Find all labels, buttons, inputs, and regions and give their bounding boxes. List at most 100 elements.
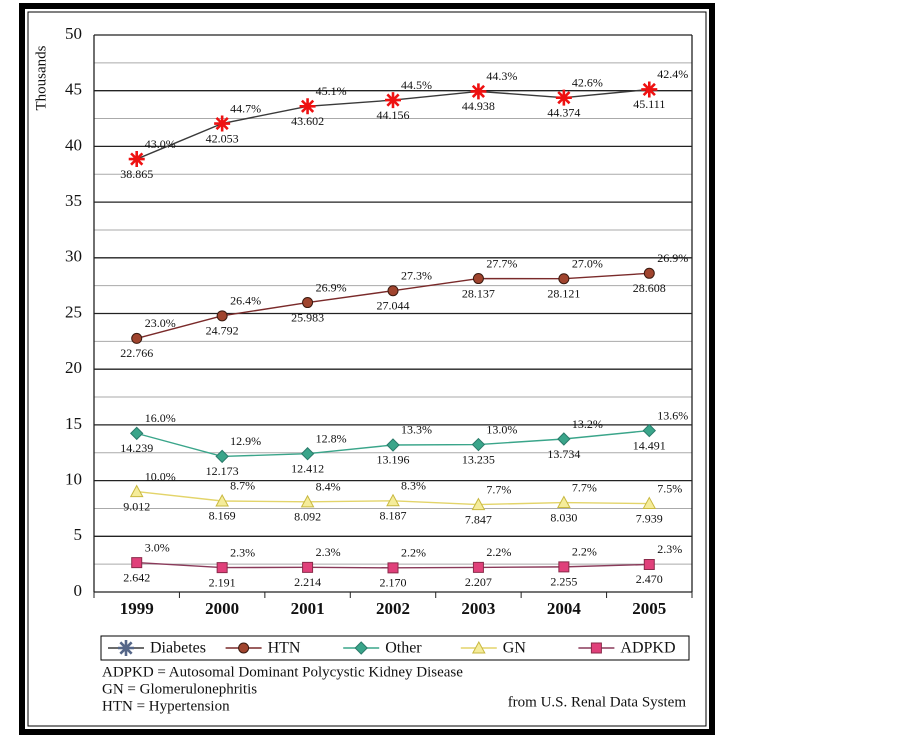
value-label: 7.939 <box>636 511 663 525</box>
value-label: 2.642 <box>123 570 150 584</box>
share-label: 45.1% <box>316 84 347 98</box>
marker <box>642 496 657 510</box>
marker <box>302 297 314 309</box>
value-label: 24.792 <box>206 324 239 338</box>
value-label: 2.470 <box>636 572 663 586</box>
marker <box>131 557 143 569</box>
share-label: 16.0% <box>145 411 176 425</box>
share-label: 26.4% <box>230 294 261 308</box>
share-label: 2.2% <box>572 545 597 559</box>
x-tick-label: 2005 <box>632 599 666 618</box>
footnote: ADPKD = Autosomal Dominant Polycystic Ki… <box>102 664 463 680</box>
marker <box>118 640 134 656</box>
legend-box <box>100 635 690 661</box>
value-label: 13.235 <box>462 452 495 466</box>
value-label: 28.121 <box>547 286 580 300</box>
share-label: 44.5% <box>401 78 432 92</box>
share-label: 8.4% <box>316 480 341 494</box>
value-label: 43.602 <box>291 114 324 128</box>
frame-inner <box>27 11 707 727</box>
x-tick-label: 2003 <box>461 599 495 618</box>
value-label: 2.191 <box>209 575 236 589</box>
marker <box>131 332 143 344</box>
marker <box>386 493 400 507</box>
share-label: 12.9% <box>230 434 261 448</box>
source: from U.S. Renal Data System <box>508 694 687 710</box>
footnote: GN = Glomerulonephritis <box>102 681 257 697</box>
value-label: 44.374 <box>547 105 580 119</box>
share-label: 13.2% <box>572 417 603 431</box>
share-label: 2.2% <box>401 546 426 560</box>
marker <box>302 561 314 573</box>
marker <box>471 437 486 452</box>
marker <box>214 115 231 132</box>
value-label: 8.187 <box>380 509 407 523</box>
y-tick-label: 20 <box>65 358 82 377</box>
share-label: 2.2% <box>486 545 511 559</box>
marker <box>557 495 571 509</box>
share-label: 2.3% <box>316 545 341 559</box>
value-label: 8.092 <box>294 510 321 524</box>
x-tick-label: 2004 <box>547 599 582 618</box>
share-label: 7.5% <box>657 481 682 495</box>
share-label: 13.0% <box>486 422 517 436</box>
marker <box>299 98 316 115</box>
share-label: 10.0% <box>145 469 176 483</box>
marker <box>300 494 315 508</box>
share-label: 7.7% <box>486 482 511 496</box>
legend-label: HTN <box>268 640 301 657</box>
y-tick-label: 15 <box>65 414 82 433</box>
value-label: 2.207 <box>465 575 492 589</box>
share-label: 3.0% <box>145 540 170 554</box>
value-label: 38.865 <box>120 167 153 181</box>
marker <box>386 438 400 452</box>
x-tick-label: 2000 <box>205 599 239 618</box>
value-label: 28.137 <box>462 286 495 300</box>
share-label: 2.3% <box>230 545 255 559</box>
value-label: 13.734 <box>547 447 580 461</box>
marker <box>472 273 484 285</box>
y-tick-label: 0 <box>74 581 83 600</box>
share-label: 42.6% <box>572 75 603 89</box>
share-label: 12.8% <box>316 431 347 445</box>
y-axis-label: Thousands <box>33 45 49 110</box>
footnote: HTN = Hypertension <box>102 698 230 714</box>
value-label: 13.196 <box>377 453 410 467</box>
share-label: 26.9% <box>316 280 347 294</box>
marker <box>387 285 399 297</box>
marker <box>643 267 655 279</box>
value-label: 22.766 <box>120 346 153 360</box>
legend-label: ADPKD <box>620 640 675 657</box>
marker <box>558 273 570 285</box>
share-label: 7.7% <box>572 480 597 494</box>
marker <box>216 310 228 322</box>
y-tick-label: 10 <box>65 470 82 489</box>
value-label: 9.012 <box>123 499 150 513</box>
value-label: 8.030 <box>550 510 577 524</box>
x-tick-label: 1999 <box>120 599 154 618</box>
share-label: 2.3% <box>657 542 682 556</box>
share-label: 8.3% <box>401 479 426 493</box>
marker <box>385 92 401 109</box>
marker <box>387 562 399 574</box>
value-label: 27.044 <box>377 298 410 312</box>
marker <box>643 558 655 570</box>
share-label: 13.3% <box>401 423 432 437</box>
marker <box>558 561 570 573</box>
marker <box>557 432 571 446</box>
legend-label: Other <box>385 640 422 657</box>
value-label: 12.173 <box>206 464 239 478</box>
marker <box>130 426 144 441</box>
value-label: 25.983 <box>291 310 324 324</box>
marker <box>238 642 250 654</box>
marker <box>129 484 144 498</box>
marker <box>300 447 315 461</box>
share-label: 44.3% <box>486 69 517 83</box>
value-label: 12.412 <box>291 461 324 475</box>
marker <box>216 562 228 574</box>
y-tick-label: 45 <box>65 80 82 99</box>
value-label: 44.938 <box>462 99 495 113</box>
value-label: 28.608 <box>633 281 666 295</box>
marker <box>128 151 145 168</box>
